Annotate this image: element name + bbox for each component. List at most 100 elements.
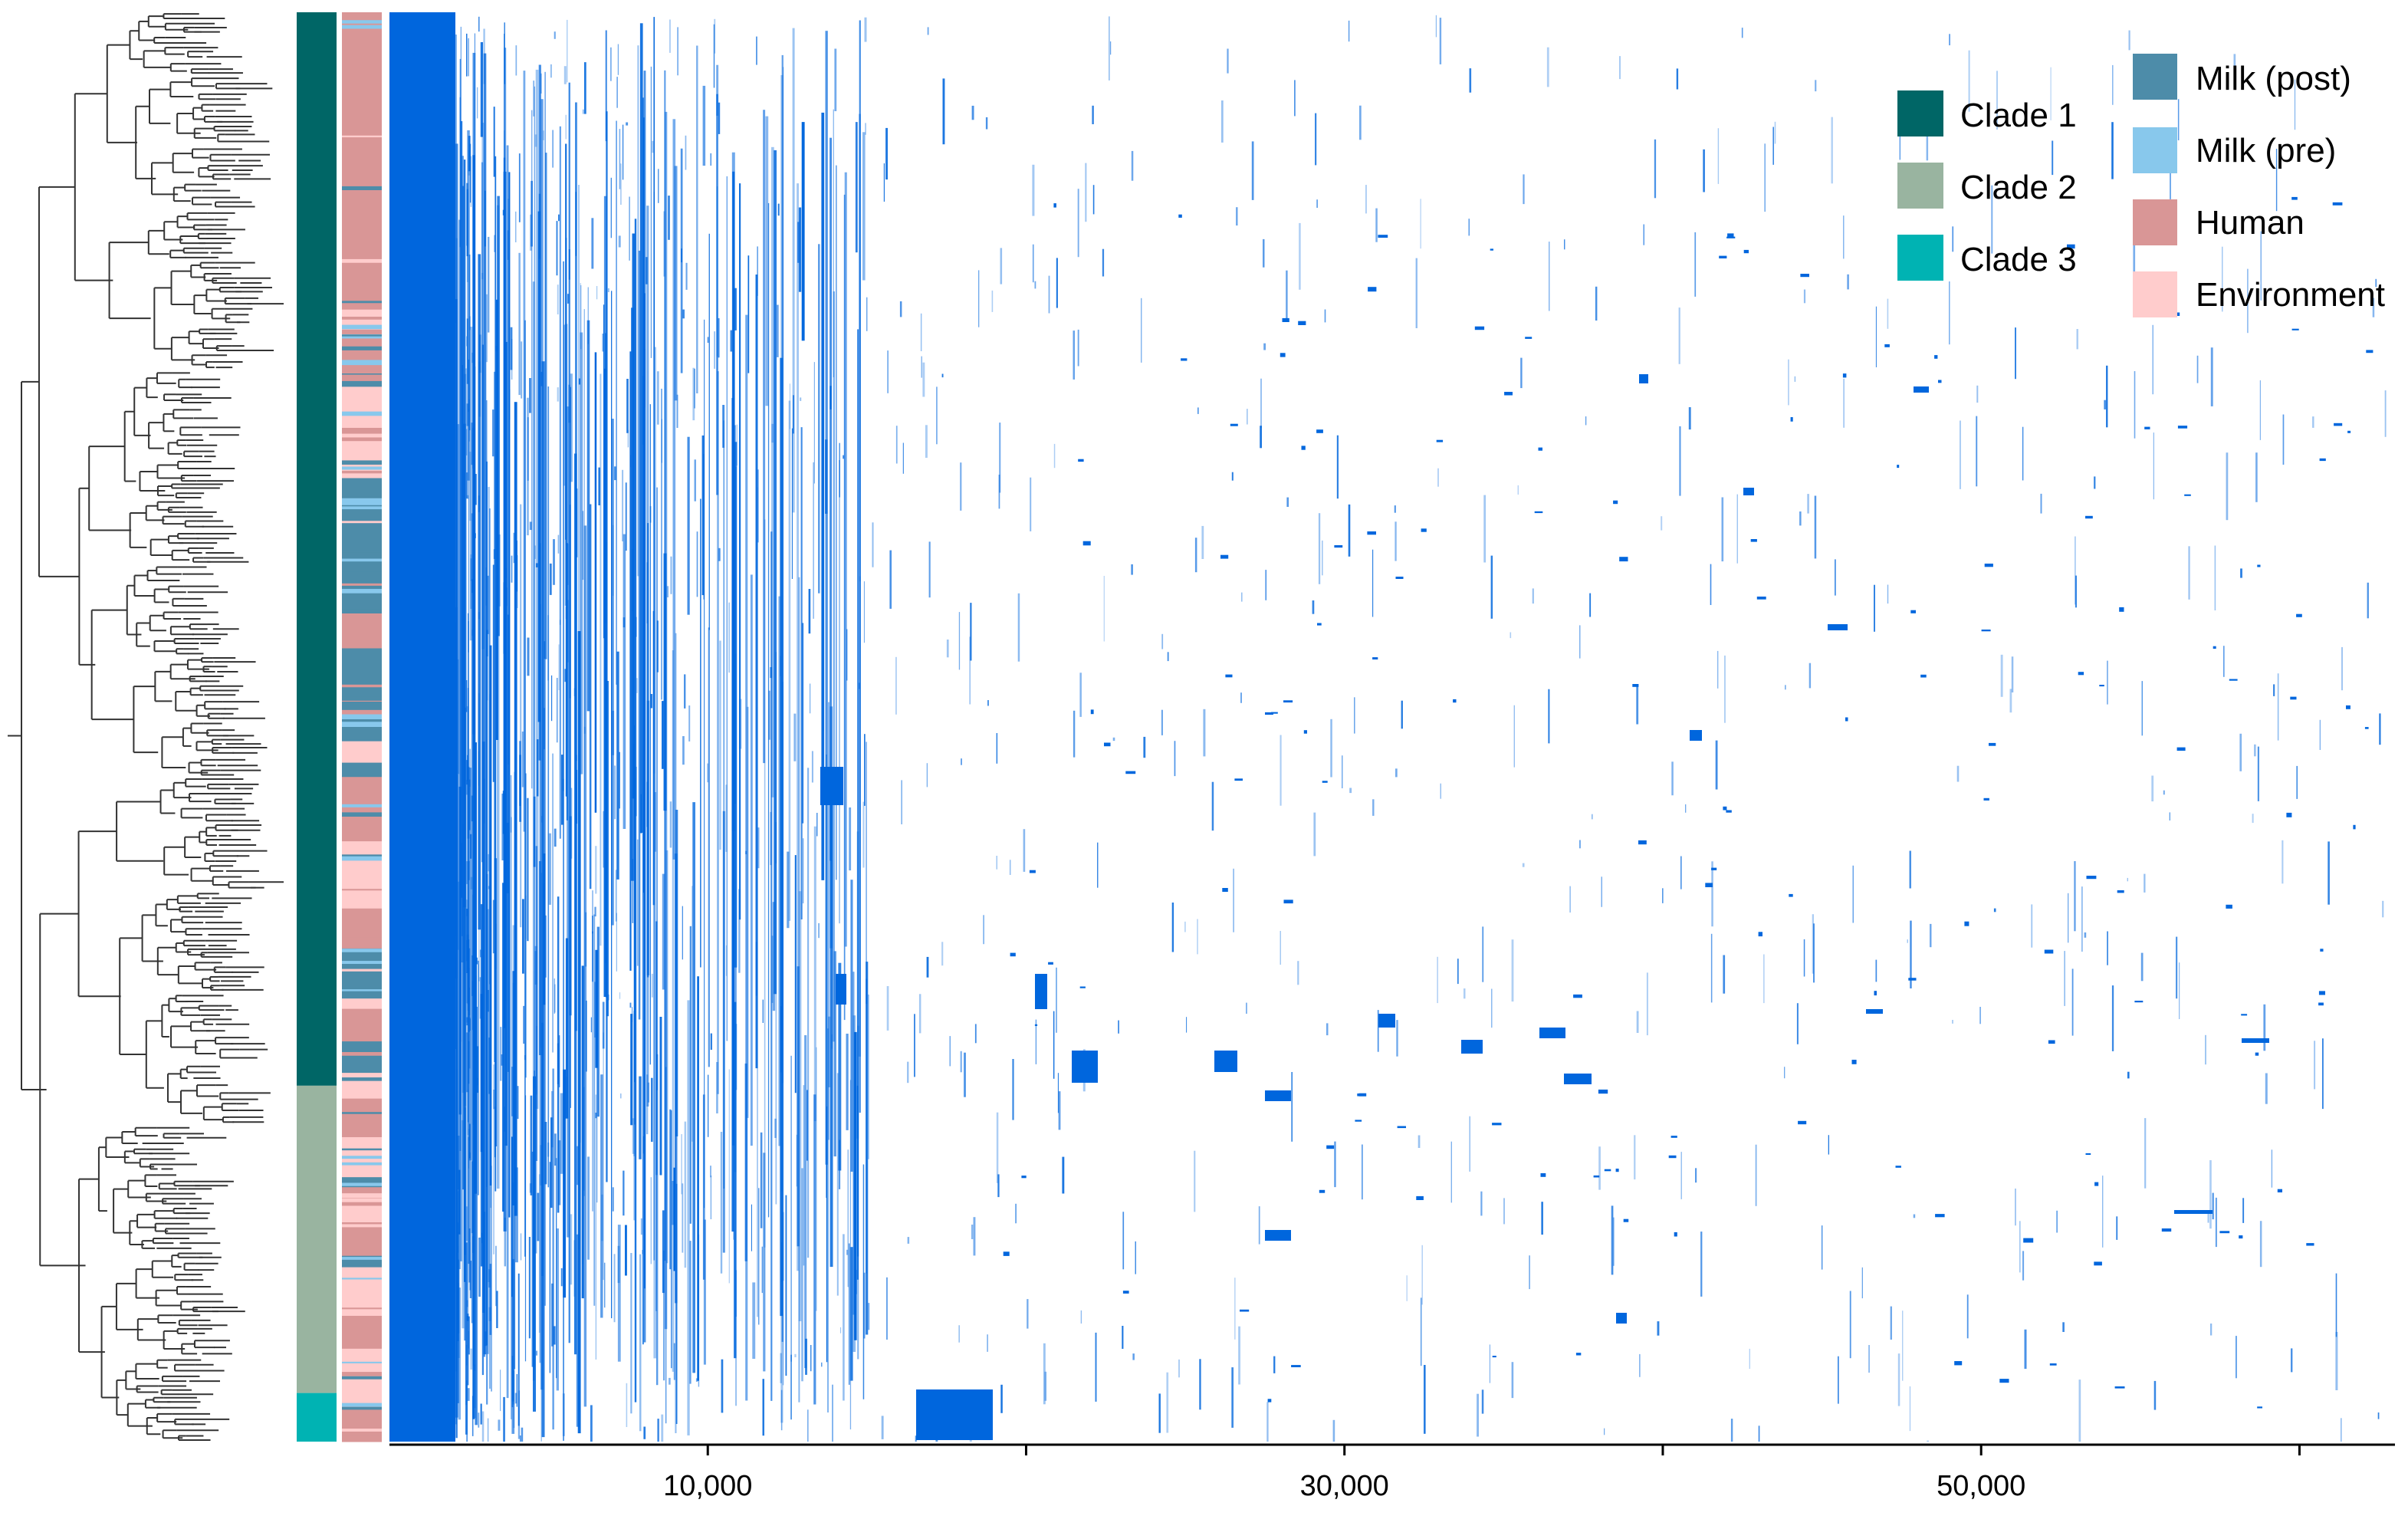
gene-mark: [958, 612, 961, 670]
gene-mark: [471, 1396, 474, 1436]
gene-mark: [1703, 149, 1705, 192]
gene-column: [662, 701, 664, 769]
gene-mark: [1670, 1136, 1677, 1138]
gene-mark: [591, 218, 594, 269]
gene-mark: [1468, 219, 1470, 236]
gene-column: [672, 650, 675, 1372]
gene-mark: [794, 1353, 797, 1357]
gene-mark: [1758, 1426, 1760, 1442]
gene-mark: [1143, 736, 1146, 758]
source-segment: [342, 1051, 382, 1056]
gene-mark: [2240, 568, 2242, 578]
gene-column: [639, 1254, 642, 1432]
gene-mark: [1996, 71, 1998, 130]
gene-mark: [477, 87, 478, 119]
gene-mark: [1421, 1245, 1423, 1305]
gene-mark: [1023, 829, 1026, 872]
gene-column: [662, 1210, 665, 1294]
gene-mark: [846, 629, 848, 681]
legend-label: Clade 3: [1960, 241, 2077, 278]
gene-mark: [1316, 429, 1323, 433]
gene-mark: [535, 563, 538, 567]
gene-mark: [1131, 150, 1134, 181]
gene-mark: [2241, 1014, 2248, 1016]
gene-column: [797, 966, 800, 1247]
gene-mark: [2291, 1348, 2293, 1373]
gene-mark: [1365, 185, 1367, 214]
gene-column: [583, 525, 587, 1407]
gene-mark: [551, 1283, 554, 1347]
source-segment: [342, 466, 382, 470]
gene-mark: [1480, 1191, 1483, 1216]
clade-segment: [297, 12, 337, 1086]
gene-mark: [1324, 309, 1326, 323]
gene-mark: [466, 33, 468, 77]
gene-mark: [1313, 812, 1316, 857]
gene-mark: [1794, 376, 1796, 382]
gene-mark: [1394, 505, 1396, 513]
gene-mark: [472, 427, 475, 469]
gene-mark: [2319, 719, 2321, 750]
gene-mark: [2296, 765, 2298, 799]
gene-mark: [2176, 936, 2178, 999]
gene-mark: [1490, 555, 1493, 619]
gene-mark: [2366, 350, 2374, 354]
gene-block: [2174, 1210, 2213, 1214]
gene-mark: [614, 765, 616, 820]
gene-mark: [556, 221, 558, 276]
gene-mark: [834, 48, 837, 111]
gene-column: [475, 1006, 478, 1426]
gene-column: [828, 702, 829, 1140]
gene-mark: [2296, 613, 2302, 617]
gene-mark: [1541, 1202, 1543, 1235]
gene-mark: [551, 1090, 554, 1148]
gene-mark: [1267, 1399, 1272, 1403]
gene-column: [459, 58, 462, 1151]
gene-mark: [2207, 1211, 2209, 1223]
gene-column: [462, 824, 464, 1093]
gene-mark: [864, 17, 867, 42]
gene-mark: [1231, 472, 1234, 481]
source-segment: [342, 588, 382, 594]
source-segment: [342, 433, 382, 438]
gene-mark: [1619, 56, 1621, 80]
gene-mark: [1095, 1332, 1097, 1402]
gene-mark: [1949, 34, 1950, 46]
gene-mark: [2196, 355, 2199, 383]
gene-mark: [1439, 18, 1442, 64]
gene-mark: [716, 1062, 718, 1113]
gene-column: [535, 846, 538, 1161]
gene-column: [486, 400, 488, 1187]
gene-mark: [859, 576, 861, 582]
gene-mark: [2071, 968, 2074, 1036]
gene-mark: [2161, 1228, 2172, 1232]
source-segment: [342, 476, 382, 499]
gene-mark: [617, 44, 619, 75]
source-segment: [342, 1182, 382, 1186]
gene-mark: [1236, 207, 1238, 226]
gene-mark: [1529, 1255, 1530, 1290]
gene-mark: [1221, 100, 1224, 143]
gene-mark: [1000, 248, 1003, 284]
gene-mark: [2144, 1118, 2147, 1189]
gene-mark: [476, 1077, 478, 1086]
gene-column: [703, 1219, 706, 1365]
gene-mark: [549, 563, 552, 595]
gene-column: [738, 889, 741, 973]
gene-mark: [1010, 952, 1016, 957]
gene-mark: [514, 1393, 517, 1404]
gene-mark: [646, 257, 648, 284]
gene-mark: [1260, 426, 1262, 449]
gene-column: [465, 368, 467, 1406]
gene-mark: [694, 459, 696, 501]
gene-mark: [557, 284, 559, 314]
gene-mark: [1009, 860, 1011, 875]
gene-column: [757, 246, 758, 296]
gene-mark: [676, 394, 678, 428]
gene-mark: [839, 1139, 841, 1189]
gene-block: [2242, 1038, 2269, 1043]
gene-mark: [1097, 842, 1099, 888]
gene-mark: [745, 850, 747, 854]
gene-column: [716, 94, 718, 495]
gene-mark: [1523, 174, 1525, 205]
